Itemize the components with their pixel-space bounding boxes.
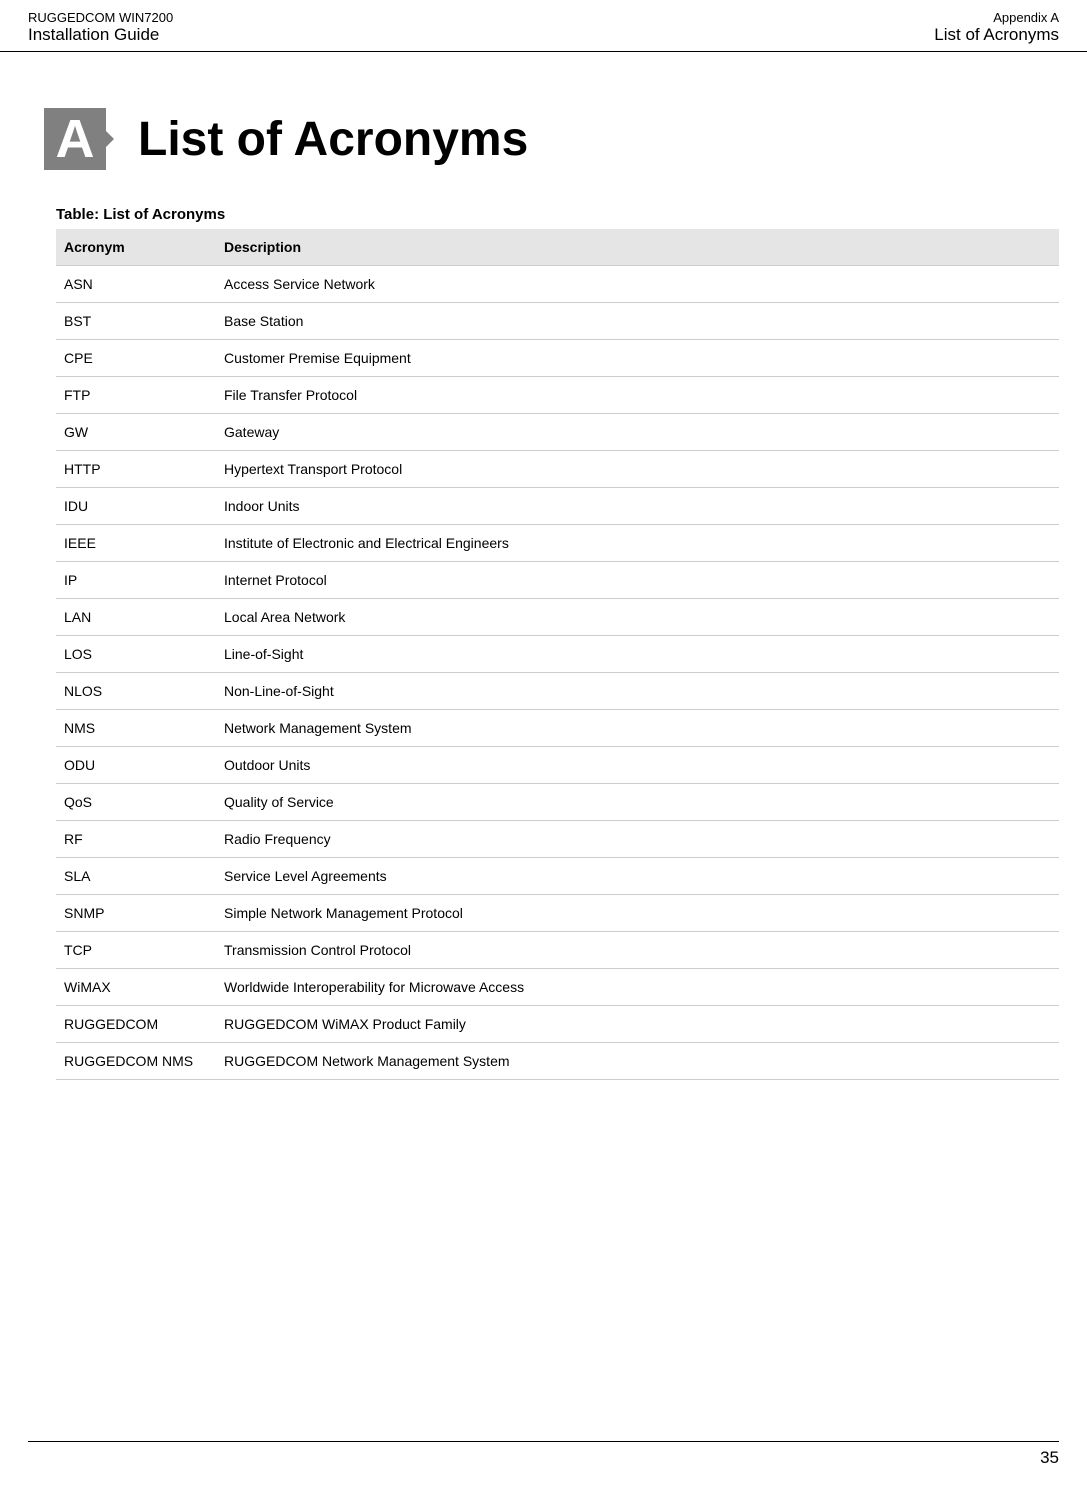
cell-description: Worldwide Interoperability for Microwave… bbox=[216, 969, 1059, 1006]
cell-description: Hypertext Transport Protocol bbox=[216, 451, 1059, 488]
cell-acronym: RUGGEDCOM bbox=[56, 1006, 216, 1043]
table-row: FTPFile Transfer Protocol bbox=[56, 377, 1059, 414]
header-right: Appendix A List of Acronyms bbox=[934, 10, 1059, 45]
cell-description: Simple Network Management Protocol bbox=[216, 895, 1059, 932]
cell-acronym: ODU bbox=[56, 747, 216, 784]
cell-acronym: TCP bbox=[56, 932, 216, 969]
cell-description: Line-of-Sight bbox=[216, 636, 1059, 673]
cell-description: Quality of Service bbox=[216, 784, 1059, 821]
cell-description: Local Area Network bbox=[216, 599, 1059, 636]
table-row: GWGateway bbox=[56, 414, 1059, 451]
table-row: RUGGEDCOM NMSRUGGEDCOM Network Managemen… bbox=[56, 1043, 1059, 1080]
cell-acronym: IEEE bbox=[56, 525, 216, 562]
header-product: RUGGEDCOM WIN7200 bbox=[28, 10, 173, 25]
col-acronym: Acronym bbox=[56, 229, 216, 266]
cell-description: RUGGEDCOM Network Management System bbox=[216, 1043, 1059, 1080]
content-area: Table: List of Acronyms Acronym Descript… bbox=[56, 206, 1059, 1080]
header-guide: Installation Guide bbox=[28, 25, 173, 45]
cell-description: Outdoor Units bbox=[216, 747, 1059, 784]
header-appendix: Appendix A bbox=[934, 10, 1059, 25]
table-row: IEEEInstitute of Electronic and Electric… bbox=[56, 525, 1059, 562]
table-row: IPInternet Protocol bbox=[56, 562, 1059, 599]
cell-description: Internet Protocol bbox=[216, 562, 1059, 599]
table-row: NMSNetwork Management System bbox=[56, 710, 1059, 747]
page-title: List of Acronyms bbox=[138, 112, 528, 167]
table-row: WiMAXWorldwide Interoperability for Micr… bbox=[56, 969, 1059, 1006]
cell-acronym: GW bbox=[56, 414, 216, 451]
cell-description: Radio Frequency bbox=[216, 821, 1059, 858]
table-row: IDUIndoor Units bbox=[56, 488, 1059, 525]
page-footer: 35 bbox=[28, 1441, 1059, 1468]
cell-acronym: SLA bbox=[56, 858, 216, 895]
cell-description: Service Level Agreements bbox=[216, 858, 1059, 895]
table-row: ODUOutdoor Units bbox=[56, 747, 1059, 784]
title-row: A List of Acronyms bbox=[44, 108, 1087, 170]
cell-description: Access Service Network bbox=[216, 266, 1059, 303]
cell-description: Customer Premise Equipment bbox=[216, 340, 1059, 377]
table-caption: Table: List of Acronyms bbox=[56, 206, 1059, 223]
header-section: List of Acronyms bbox=[934, 25, 1059, 45]
table-row: SLAService Level Agreements bbox=[56, 858, 1059, 895]
cell-description: Transmission Control Protocol bbox=[216, 932, 1059, 969]
cell-acronym: IP bbox=[56, 562, 216, 599]
header-left: RUGGEDCOM WIN7200 Installation Guide bbox=[28, 10, 173, 45]
cell-description: Institute of Electronic and Electrical E… bbox=[216, 525, 1059, 562]
cell-acronym: IDU bbox=[56, 488, 216, 525]
table-row: HTTPHypertext Transport Protocol bbox=[56, 451, 1059, 488]
cell-acronym: RF bbox=[56, 821, 216, 858]
cell-acronym: RUGGEDCOM NMS bbox=[56, 1043, 216, 1080]
table-row: RUGGEDCOMRUGGEDCOM WiMAX Product Family bbox=[56, 1006, 1059, 1043]
cell-acronym: SNMP bbox=[56, 895, 216, 932]
cell-acronym: BST bbox=[56, 303, 216, 340]
cell-description: Non-Line-of-Sight bbox=[216, 673, 1059, 710]
table-row: NLOSNon-Line-of-Sight bbox=[56, 673, 1059, 710]
table-row: CPECustomer Premise Equipment bbox=[56, 340, 1059, 377]
cell-acronym: WiMAX bbox=[56, 969, 216, 1006]
table-row: ASNAccess Service Network bbox=[56, 266, 1059, 303]
table-row: BSTBase Station bbox=[56, 303, 1059, 340]
cell-description: Indoor Units bbox=[216, 488, 1059, 525]
page-header: RUGGEDCOM WIN7200 Installation Guide App… bbox=[0, 0, 1087, 52]
cell-acronym: NLOS bbox=[56, 673, 216, 710]
table-header-row: Acronym Description bbox=[56, 229, 1059, 266]
cell-description: Gateway bbox=[216, 414, 1059, 451]
table-body: ASNAccess Service NetworkBSTBase Station… bbox=[56, 266, 1059, 1080]
table-row: SNMPSimple Network Management Protocol bbox=[56, 895, 1059, 932]
cell-acronym: CPE bbox=[56, 340, 216, 377]
page-number: 35 bbox=[1040, 1448, 1059, 1467]
acronyms-table: Acronym Description ASNAccess Service Ne… bbox=[56, 229, 1059, 1080]
cell-acronym: HTTP bbox=[56, 451, 216, 488]
table-row: RFRadio Frequency bbox=[56, 821, 1059, 858]
table-row: TCPTransmission Control Protocol bbox=[56, 932, 1059, 969]
appendix-badge: A bbox=[44, 108, 106, 170]
cell-description: File Transfer Protocol bbox=[216, 377, 1059, 414]
cell-description: Base Station bbox=[216, 303, 1059, 340]
cell-acronym: ASN bbox=[56, 266, 216, 303]
cell-acronym: NMS bbox=[56, 710, 216, 747]
cell-description: RUGGEDCOM WiMAX Product Family bbox=[216, 1006, 1059, 1043]
col-description: Description bbox=[216, 229, 1059, 266]
cell-acronym: FTP bbox=[56, 377, 216, 414]
table-row: LOSLine-of-Sight bbox=[56, 636, 1059, 673]
cell-acronym: LOS bbox=[56, 636, 216, 673]
cell-acronym: LAN bbox=[56, 599, 216, 636]
table-row: LANLocal Area Network bbox=[56, 599, 1059, 636]
cell-description: Network Management System bbox=[216, 710, 1059, 747]
table-row: QoSQuality of Service bbox=[56, 784, 1059, 821]
cell-acronym: QoS bbox=[56, 784, 216, 821]
